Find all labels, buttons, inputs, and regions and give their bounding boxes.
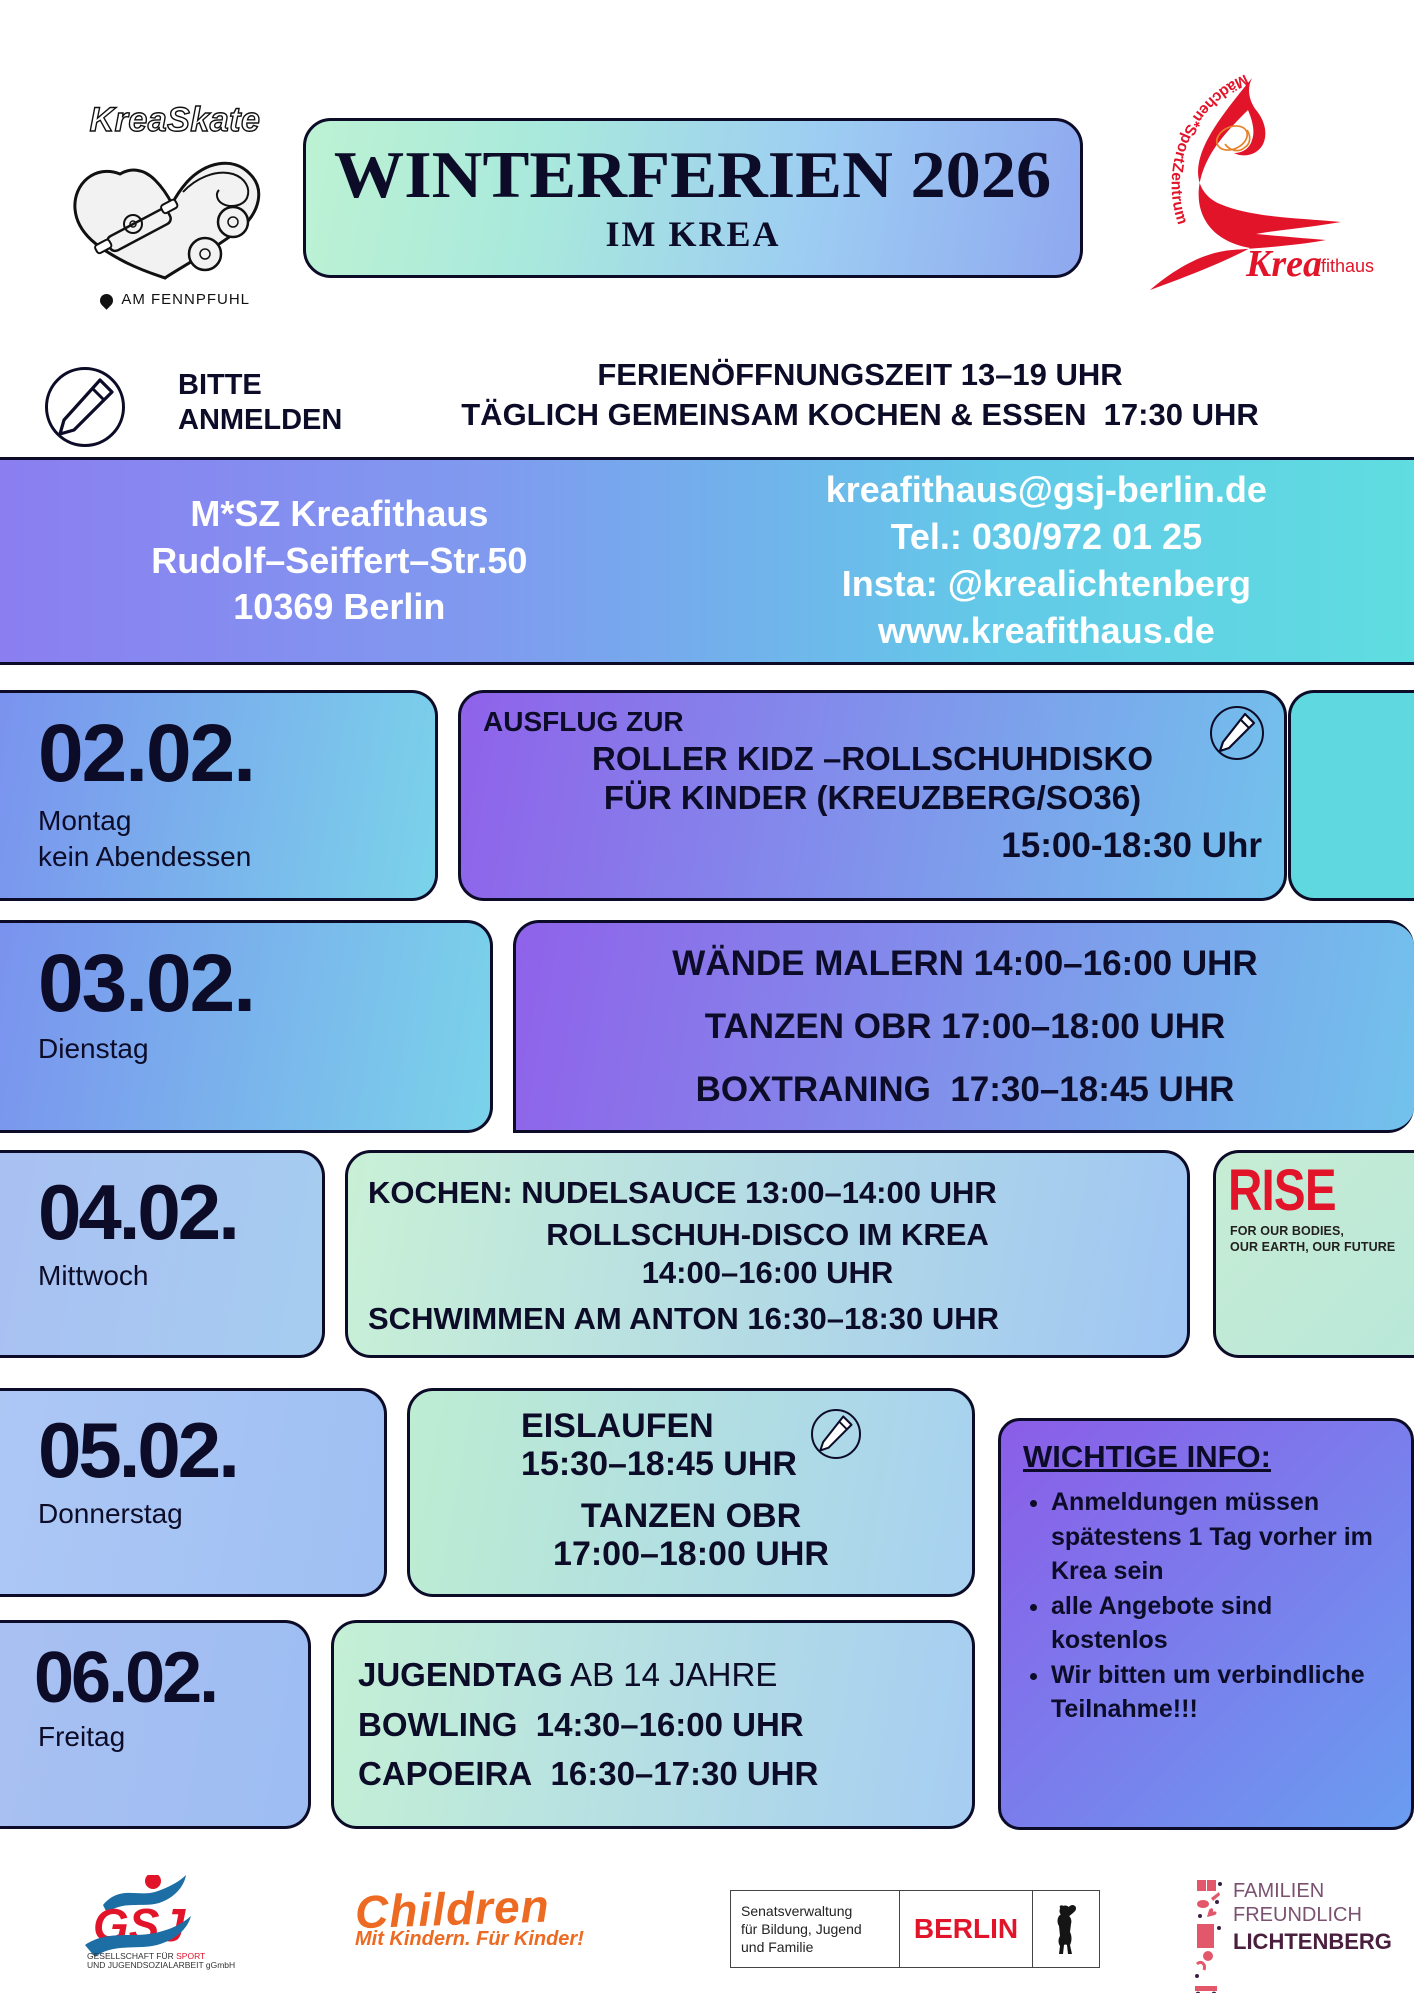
svg-text:Krea: Krea [1245,243,1322,285]
svg-text:fithaus: fithaus [1321,256,1374,276]
svg-text:KreaSkate: KreaSkate [90,101,261,139]
svg-text:UND JUGENDSOZIALARBEIT gGmbH: UND JUGENDSOZIALARBEIT gGmbH [87,1960,235,1970]
